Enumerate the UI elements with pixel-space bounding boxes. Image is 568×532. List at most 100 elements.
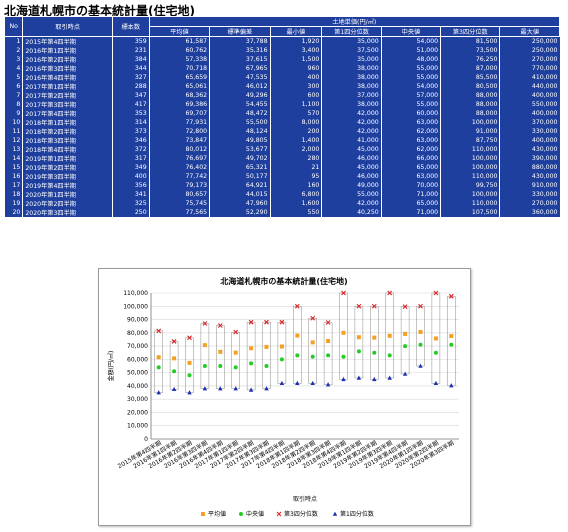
table-cell-q1: 42,000 [321,109,382,118]
table-cell-n: 346 [111,136,150,145]
table-cell-n: 344 [111,64,150,73]
data-point [341,354,346,359]
table-cell-q1: 45,000 [321,163,382,172]
table-cell-n: 341 [111,190,150,199]
data-point [402,371,408,376]
table-cell-n: 314 [111,118,150,127]
header-sd: 標準偏差 [209,26,271,37]
range-box [400,306,410,375]
table-cell-q3: 85,500 [440,73,500,82]
table-cell-sd: 37,615 [209,55,271,64]
table-cell-n: 372 [111,145,150,154]
table-cell-q3: 87,000 [440,64,500,73]
table-cell-period: 2018年第4四半期 [22,145,113,154]
data-point [356,349,361,354]
header-samples: 標本数 [111,16,150,37]
table-cell-q1: 46,000 [321,172,382,181]
data-point [156,390,161,395]
range-box [216,325,225,389]
table-cell-q3: 91,000 [440,127,500,136]
table-cell-sd: 37,788 [209,36,271,46]
table-cell-q1: 37,500 [321,46,382,55]
table-row: 9 2017年第4四半期 353 69,707 48,472 570 42,000 60,00… [3,109,560,118]
table-cell-max: 880,000 [499,163,560,172]
data-point [418,329,423,334]
data-point [171,339,177,344]
table-cell-median: 62,000 [380,127,441,136]
y-tick-label: 20,000 [127,409,148,416]
table-cell-period: 2019年第4四半期 [22,181,113,190]
table-cell-n: 400 [111,172,150,181]
table-cell-n: 353 [111,109,150,118]
table-cell-q1: 38,000 [321,100,382,109]
table-cell-mean: 69,386 [148,100,210,109]
data-point [403,344,408,349]
table-cell-no: 8 [3,100,23,109]
data-point [372,350,377,355]
range-box [416,306,425,367]
table-cell-period: 2020年第3四半期 [22,208,113,217]
table-cell-mean: 79,173 [148,181,210,190]
data-point [449,383,454,388]
table-cell-period: 2017年第3四半期 [22,100,113,109]
table-cell-mean: 76,402 [148,163,210,172]
data-point [248,387,254,392]
table-cell-max: 370,000 [499,118,560,127]
data-point [433,350,438,355]
table-row: 18 2020年第1四半期 341 80,657 44,015 6,800 55,000 71… [3,190,560,199]
table-cell-no: 11 [3,127,23,136]
table-cell-max: 270,000 [499,55,560,64]
table-cell-min: 2,000 [269,145,322,154]
table-cell-q3: 88,000 [440,109,500,118]
table-cell-q1: 45,000 [321,145,382,154]
range-box [339,292,348,380]
data-point [325,382,331,387]
table-cell-min: 280 [269,154,322,163]
data-point [233,386,238,391]
table-cell-q3: 110,000 [440,145,500,154]
data-point [187,373,192,378]
data-point [387,290,393,296]
table-cell-sd: 53,677 [209,145,271,154]
table-cell-n: 250 [111,208,150,217]
table-cell-mean: 65,061 [148,82,210,91]
table-cell-median: 48,000 [380,55,441,64]
data-point [264,344,269,349]
table-cell-mean: 65,659 [148,73,210,82]
table-cell-q3: 107,500 [440,208,500,217]
table-cell-period: 2019年第2四半期 [22,163,113,172]
range-box [277,321,287,384]
data-point [403,331,408,336]
table-cell-max: 360,000 [499,208,560,217]
table-cell-median: 54,000 [380,82,441,91]
table-cell-q3: 100,000 [440,163,500,172]
table-cell-median: 62,000 [380,145,441,154]
table-cell-max: 400,000 [499,109,560,118]
table-row: 2 2016年第1四半期 231 60,762 35,316 3,400 37,500 51,… [3,46,560,55]
table-cell-median: 63,000 [380,118,441,127]
table-cell-max: 550,000 [499,100,560,109]
data-point [341,330,346,335]
data-point [187,335,192,341]
table-cell-min: 95 [269,172,322,181]
table-cell-no: 9 [3,109,23,118]
data-point [264,364,269,368]
table-cell-no: 19 [3,199,23,208]
y-tick-label: 70,000 [127,343,148,350]
table-row: 4 2016年第3四半期 344 70,718 67,965 960 38,000 55,00… [3,64,560,73]
table-cell-median: 55,000 [380,100,441,109]
chart-svg: 北海道札幌市の基本統計量(住宅地) 0 10,000 20,000 30,000 40,0… [107,276,459,518]
table-row: 19 2020年第2四半期 325 75,745 47,960 1,600 42,000 65… [3,199,560,208]
data-point [326,338,331,343]
table-cell-q1: 35,000 [321,36,382,46]
table-cell-max: 770,000 [499,64,560,73]
table-cell-q3: 80,500 [440,82,500,91]
data-point [187,360,192,365]
table-cell-q1: 55,000 [321,190,382,199]
table-cell-median: 63,000 [380,172,441,181]
table-cell-q3: 87,750 [440,136,500,145]
table-cell-no: 2 [3,46,23,55]
legend-label: 第1四分位数 [340,510,374,518]
data-point [202,343,207,348]
data-point [156,365,161,370]
